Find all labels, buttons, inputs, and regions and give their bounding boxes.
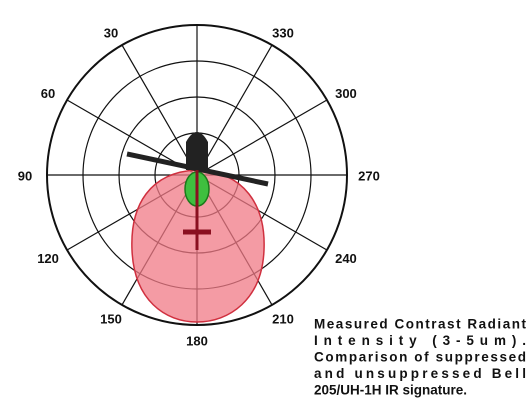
- caption-line: Comparison of suppressed: [314, 350, 526, 365]
- polar-diagram: 30 60 90 120 150 180 210 240 270 300 330 Measured …: [0, 0, 531, 408]
- angle-label: 300: [335, 86, 357, 101]
- angle-label: 30: [104, 26, 118, 41]
- angle-label: 180: [186, 333, 208, 348]
- angle-label: 60: [41, 86, 55, 101]
- angle-label: 270: [358, 168, 380, 183]
- fuselage: [186, 132, 208, 170]
- angle-label: 330: [272, 26, 294, 41]
- caption-line: and unsuppressed Bell: [314, 366, 526, 381]
- caption-line: Intensity (3-5um).: [314, 333, 526, 348]
- angle-label: 210: [272, 311, 294, 326]
- caption-line: 205/UH-1H IR signature.: [314, 383, 467, 398]
- angle-label: 150: [100, 311, 122, 326]
- angle-label: 120: [37, 251, 59, 266]
- angle-label: 240: [335, 251, 357, 266]
- angle-label: 90: [18, 168, 32, 183]
- caption-line: Measured Contrast Radiant: [314, 317, 527, 332]
